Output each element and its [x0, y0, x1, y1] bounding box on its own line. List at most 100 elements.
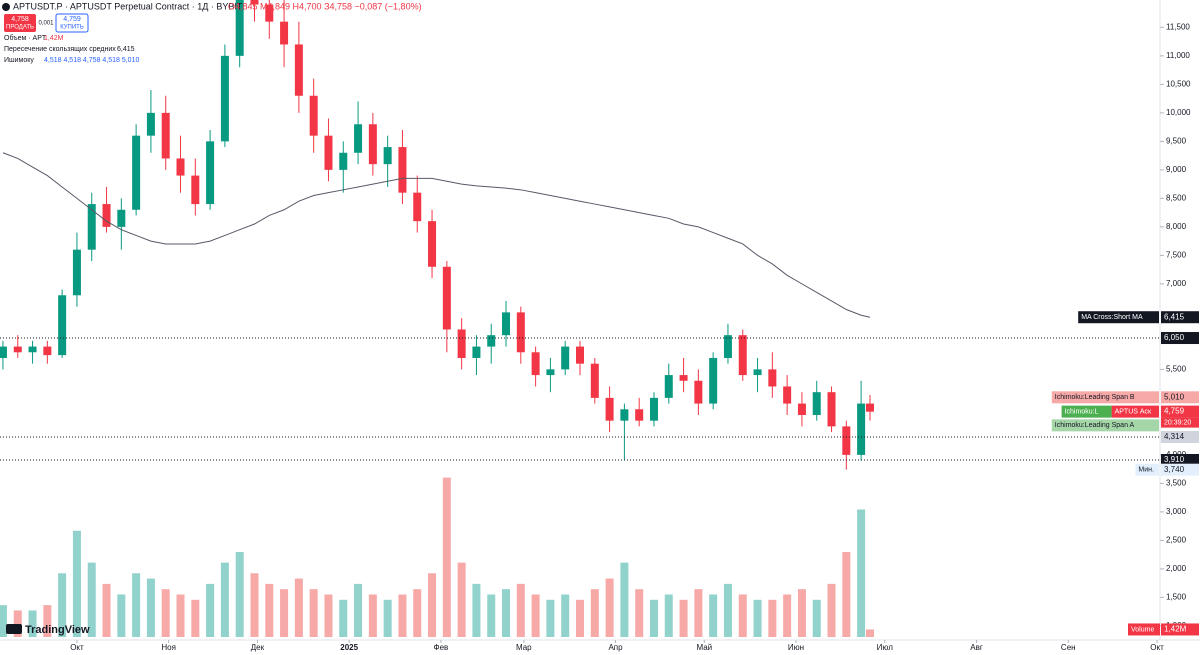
volume-bar	[709, 594, 718, 637]
volume-bar	[28, 610, 37, 637]
countdown: 20:39:20	[1164, 419, 1191, 426]
volume-bar	[857, 509, 866, 637]
candle-body	[812, 392, 821, 415]
volume-bar	[664, 594, 673, 637]
volume-bar	[620, 562, 629, 637]
volume-bar	[723, 583, 732, 637]
spread: 0,001	[38, 21, 54, 27]
volume-bar	[561, 594, 570, 637]
price-label: 6,415	[1164, 312, 1185, 321]
y-tick-label: 2,000	[1166, 564, 1187, 573]
volume-bar	[398, 594, 407, 637]
symbol-title: APTUSDT.P · APTUSDT Perpetual Contract ·…	[13, 1, 243, 11]
name-box	[1061, 405, 1112, 418]
candle-body	[176, 158, 185, 176]
indicator-value: 4,518 4,518 4,758 4,518 5,010	[44, 57, 139, 64]
x-tick-label: Дек	[251, 643, 265, 652]
candle-body	[102, 204, 111, 227]
candle-body	[753, 369, 762, 376]
candle-body	[457, 329, 466, 358]
candle-body	[339, 152, 348, 170]
volume-bar	[146, 578, 155, 637]
y-tick-label: 1,500	[1166, 592, 1187, 601]
candle-body	[43, 346, 52, 356]
buy-button[interactable]	[55, 13, 89, 33]
volume-bar	[191, 599, 200, 637]
candle-body	[502, 312, 511, 336]
candle-body	[161, 112, 170, 159]
candle-body	[132, 135, 141, 210]
volume-bar	[753, 599, 762, 637]
indicator-name: Объем · APT	[4, 34, 47, 42]
candle-body	[546, 369, 555, 376]
sell-button[interactable]	[4, 14, 36, 32]
candle-body	[664, 375, 673, 398]
candle-body	[783, 386, 792, 404]
candle-body	[13, 346, 22, 353]
volume-bar	[502, 589, 511, 637]
volume-bar	[220, 562, 229, 637]
candle-body	[866, 403, 874, 412]
legend: APTUSDT.P · APTUSDT Perpetual Contract ·…	[2, 1, 422, 64]
name-box	[1078, 311, 1159, 324]
logo: TradingView	[6, 624, 90, 636]
indicator-name: Пересечение скользящих средних	[4, 46, 116, 53]
candle-body	[58, 295, 67, 356]
price-label-box	[1161, 463, 1199, 476]
candle-body	[827, 392, 836, 427]
volume-bar	[339, 599, 348, 637]
name-label: Мин.	[1138, 467, 1154, 474]
volume-bar	[235, 552, 244, 637]
volume-bar	[797, 589, 806, 637]
volume-bar	[87, 562, 96, 637]
volume-bar	[590, 589, 599, 637]
volume-bar	[768, 599, 777, 637]
volume-bar	[13, 610, 22, 637]
y-tick-label: 3,000	[1166, 507, 1187, 516]
volume-bar	[280, 589, 289, 637]
indicator-value: 6,415	[117, 46, 135, 53]
candle-body	[235, 0, 244, 56]
price-label: 5,010	[1164, 392, 1185, 401]
name-label: Ichimoku:L	[1065, 408, 1099, 415]
volume-bar	[428, 573, 437, 637]
candle-body	[723, 335, 732, 358]
candle-body	[280, 21, 289, 45]
y-tick-label: 5,500	[1166, 364, 1187, 373]
volume-bar	[324, 594, 333, 637]
volume-bar	[649, 599, 658, 637]
x-tick-label: Ноя	[161, 643, 176, 652]
candle-body	[72, 249, 81, 296]
x-tick-label: Апр	[608, 643, 623, 652]
candle-body	[191, 175, 200, 205]
candle-body	[265, 4, 274, 22]
candle-body	[294, 44, 303, 96]
volume-value: 1,42M	[1164, 625, 1187, 634]
logo-text: TradingView	[25, 624, 90, 636]
volume-bar	[117, 594, 126, 637]
volume-bar	[457, 562, 466, 637]
volume-bar	[783, 594, 792, 637]
logo-icon	[6, 624, 22, 634]
candle-body	[87, 204, 96, 250]
name-box	[1135, 463, 1159, 476]
candle-body	[842, 426, 851, 455]
candle-body	[620, 409, 629, 421]
candle-body	[679, 375, 688, 381]
buy-label: КУПИТЬ	[60, 25, 84, 31]
volume-bar	[442, 477, 451, 637]
volume-bar	[812, 599, 821, 637]
price-label: 4,759	[1164, 407, 1185, 416]
candle-body	[368, 124, 377, 165]
x-tick-label: Фев	[434, 643, 449, 652]
volume-bar	[0, 605, 7, 637]
x-tick-label: Июл	[877, 643, 894, 652]
volume-name: Volume	[1131, 626, 1154, 633]
volume-bar	[43, 605, 52, 637]
volume-bar	[413, 589, 422, 637]
countdown-box	[1161, 417, 1199, 428]
plot-area	[0, 0, 874, 637]
volume-bar	[842, 552, 851, 637]
candle-body	[561, 346, 570, 370]
